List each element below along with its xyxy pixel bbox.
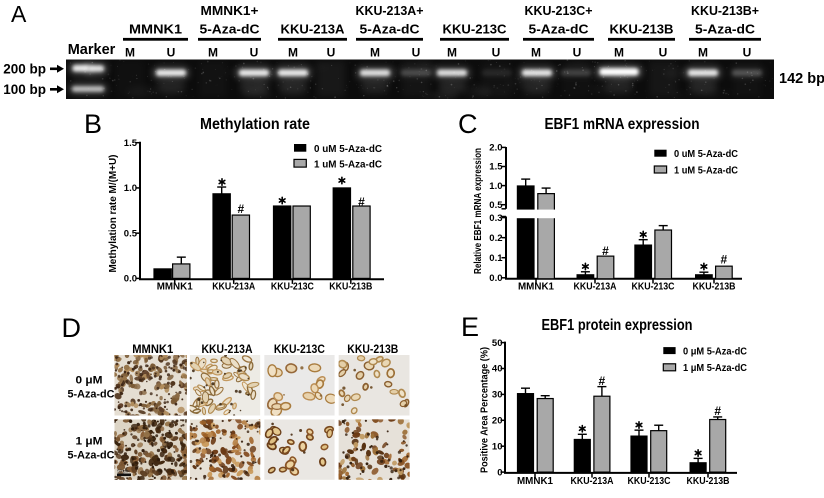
svg-text:KKU-213C: KKU-213C [632, 282, 675, 293]
svg-text:Marker: Marker [68, 42, 116, 58]
svg-text:M: M [370, 46, 380, 60]
svg-text:C: C [458, 109, 478, 139]
svg-text:10: 10 [492, 441, 503, 452]
svg-text:Relative EBF1 mRNA expression: Relative EBF1 mRNA expression [473, 148, 484, 274]
svg-text:KKU-213B: KKU-213B [329, 282, 372, 293]
svg-text:2.0: 2.0 [489, 143, 502, 154]
svg-text:U: U [743, 46, 752, 60]
svg-text:0 μM: 0 μM [76, 375, 103, 387]
svg-text:1 μM 5-Aza-dC: 1 μM 5-Aza-dC [683, 362, 747, 374]
svg-text:0.1: 0.1 [489, 253, 503, 264]
svg-text:#: # [358, 195, 365, 209]
svg-text:MMNK1: MMNK1 [129, 23, 182, 37]
svg-text:MMNK1: MMNK1 [517, 476, 553, 487]
svg-text:1 uM 5-Aza-dC: 1 uM 5-Aza-dC [674, 164, 738, 176]
svg-text:B: B [84, 109, 102, 139]
svg-text:M: M [531, 46, 541, 60]
svg-text:M: M [614, 46, 624, 60]
svg-text:0: 0 [497, 467, 502, 478]
svg-text:100 bp: 100 bp [3, 82, 46, 97]
svg-text:1 μM: 1 μM [76, 436, 103, 448]
svg-text:U: U [659, 46, 668, 60]
svg-text:1.5: 1.5 [489, 162, 503, 173]
svg-text:EBF1 mRNA expression: EBF1 mRNA expression [545, 116, 700, 133]
svg-text:U: U [327, 46, 336, 60]
svg-text:40: 40 [492, 364, 503, 375]
svg-text:KKU-213B: KKU-213B [347, 344, 398, 356]
svg-text:KKU-213B: KKU-213B [693, 282, 736, 293]
svg-text:50 μm: 50 μm [117, 469, 130, 474]
svg-text:#: # [599, 374, 606, 388]
svg-text:1.0: 1.0 [124, 183, 137, 194]
svg-text:M: M [125, 46, 135, 60]
svg-text:KKU-213A: KKU-213A [571, 476, 614, 487]
svg-text:U: U [250, 46, 259, 60]
svg-text:5-Aza-dC: 5-Aza-dC [68, 450, 115, 462]
svg-text:1.5: 1.5 [124, 138, 138, 149]
svg-text:#: # [721, 253, 728, 267]
svg-text:MMNK1+: MMNK1+ [201, 4, 259, 18]
svg-text:0 μM 5-Aza-dC: 0 μM 5-Aza-dC [683, 345, 747, 357]
svg-text:KKU-213C+: KKU-213C+ [525, 4, 593, 18]
svg-text:U: U [412, 46, 421, 60]
svg-text:#: # [238, 202, 245, 216]
svg-text:U: U [573, 46, 582, 60]
svg-text:Positive Area Percentage (%): Positive Area Percentage (%) [480, 347, 491, 473]
svg-text:#: # [714, 404, 721, 418]
svg-text:0.2: 0.2 [489, 233, 502, 244]
svg-text:KKU-213A: KKU-213A [281, 23, 345, 37]
svg-text:U: U [167, 46, 176, 60]
svg-text:MMNK1: MMNK1 [518, 282, 554, 293]
svg-text:KKU-213A+: KKU-213A+ [356, 4, 424, 18]
svg-text:E: E [461, 312, 479, 342]
svg-text:0 uM 5-Aza-dC: 0 uM 5-Aza-dC [314, 143, 382, 155]
svg-text:KKU-213A: KKU-213A [212, 282, 255, 293]
svg-text:20: 20 [492, 416, 503, 427]
svg-text:Methylation rate M/(M+U): Methylation rate M/(M+U) [108, 155, 119, 273]
svg-text:KKU-213C: KKU-213C [271, 282, 314, 293]
svg-text:M: M [447, 46, 457, 60]
svg-text:1.0: 1.0 [489, 181, 502, 192]
svg-text:1 uM 5-Aza-dC: 1 uM 5-Aza-dC [314, 158, 382, 170]
svg-text:0 uM 5-Aza-dC: 0 uM 5-Aza-dC [674, 148, 738, 160]
svg-text:5-Aza-dC: 5-Aza-dC [360, 23, 420, 37]
svg-text:Methylation rate: Methylation rate [200, 116, 310, 133]
svg-text:MMNK1: MMNK1 [132, 344, 174, 356]
svg-text:KKU-213B: KKU-213B [610, 23, 674, 37]
svg-text:50: 50 [492, 338, 503, 349]
svg-text:U: U [492, 46, 501, 60]
svg-text:200 bp: 200 bp [3, 62, 46, 77]
svg-text:5-Aza-dC: 5-Aza-dC [529, 23, 589, 37]
svg-text:0.0: 0.0 [124, 274, 137, 285]
svg-text:#: # [602, 244, 609, 258]
svg-text:0.5: 0.5 [489, 200, 503, 211]
svg-text:5-Aza-dC: 5-Aza-dC [68, 389, 115, 401]
svg-text:30: 30 [492, 390, 503, 401]
svg-text:KKU-213C: KKU-213C [274, 344, 325, 356]
svg-text:MMNK1: MMNK1 [157, 282, 193, 293]
svg-text:M: M [288, 46, 298, 60]
svg-text:D: D [62, 313, 82, 343]
svg-text:5-Aza-dC: 5-Aza-dC [695, 23, 755, 37]
svg-text:0.0: 0.0 [489, 273, 502, 284]
svg-text:0.3: 0.3 [489, 213, 502, 224]
svg-text:KKU-213A: KKU-213A [574, 282, 617, 293]
svg-text:EBF1 protein expression: EBF1 protein expression [542, 317, 693, 334]
svg-text:M: M [208, 46, 218, 60]
svg-text:142 bp: 142 bp [779, 71, 824, 87]
svg-text:A: A [11, 1, 27, 27]
svg-text:0.5: 0.5 [124, 228, 138, 239]
svg-text:KKU-213B+: KKU-213B+ [691, 4, 759, 18]
svg-text:KKU-213C: KKU-213C [443, 23, 507, 37]
svg-text:5-Aza-dC: 5-Aza-dC [200, 23, 260, 37]
svg-text:KKU-213A: KKU-213A [202, 344, 253, 356]
svg-text:M: M [698, 46, 708, 60]
svg-text:KKU-213B: KKU-213B [687, 476, 730, 487]
svg-text:KKU-213C: KKU-213C [628, 476, 671, 487]
